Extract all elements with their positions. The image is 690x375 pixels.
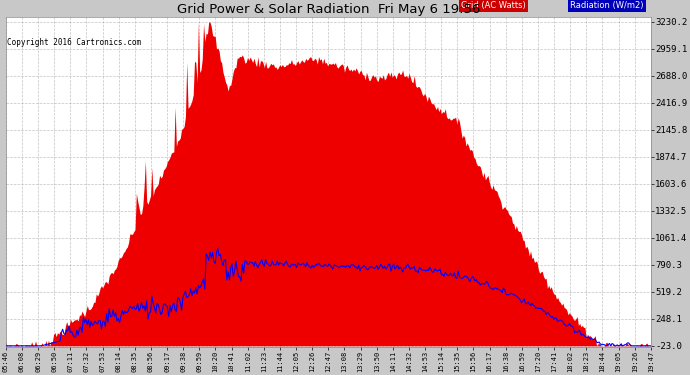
Text: Copyright 2016 Cartronics.com: Copyright 2016 Cartronics.com [7,38,141,47]
Text: Radiation (W/m2): Radiation (W/m2) [571,1,644,10]
Title: Grid Power & Solar Radiation  Fri May 6 19:56: Grid Power & Solar Radiation Fri May 6 1… [177,3,480,16]
Text: Grid (AC Watts): Grid (AC Watts) [461,1,526,10]
